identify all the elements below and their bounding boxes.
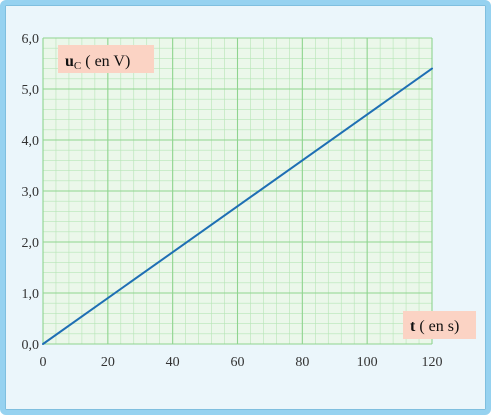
x-tick-label: 0 bbox=[40, 355, 47, 370]
series-group bbox=[42, 67, 433, 345]
y-axis-unit: ( en V) bbox=[81, 53, 130, 70]
y-tick-label: 2,0 bbox=[22, 236, 40, 251]
y-tick-label: 0,0 bbox=[22, 338, 40, 353]
y-axis-title-text: uC ( en V) bbox=[65, 53, 130, 72]
y-axis-ticks: 0,0 1,0 2,0 3,0 4,0 5,0 6,0 bbox=[22, 32, 40, 353]
x-axis-symbol: t bbox=[410, 318, 416, 335]
y-axis-symbol: u bbox=[65, 53, 74, 70]
y-axis-title-box bbox=[58, 45, 154, 73]
x-tick-label: 120 bbox=[422, 355, 443, 370]
y-axis-subscript: C bbox=[74, 60, 81, 72]
y-tick-label: 5,0 bbox=[22, 83, 40, 98]
x-tick-label: 60 bbox=[231, 355, 245, 370]
x-axis-ticks: 0 20 40 60 80 100 120 bbox=[40, 355, 443, 370]
x-axis-unit: ( en s) bbox=[415, 318, 459, 335]
y-tick-label: 3,0 bbox=[22, 185, 40, 200]
x-tick-label: 40 bbox=[166, 355, 180, 370]
y-tick-label: 4,0 bbox=[22, 134, 40, 149]
x-axis-title-text: t ( en s) bbox=[410, 318, 459, 335]
x-tick-label: 20 bbox=[101, 355, 115, 370]
y-tick-label: 1,0 bbox=[22, 287, 40, 302]
x-axis-title-box bbox=[403, 311, 476, 339]
series-line-0 bbox=[42, 67, 433, 345]
x-tick-label: 80 bbox=[295, 355, 309, 370]
y-axis-title: uC ( en V) bbox=[58, 45, 154, 73]
major-grid bbox=[42, 37, 433, 345]
x-axis-title: t ( en s) bbox=[403, 311, 476, 339]
y-tick-label: 6,0 bbox=[22, 32, 40, 47]
x-tick-label: 100 bbox=[357, 355, 378, 370]
